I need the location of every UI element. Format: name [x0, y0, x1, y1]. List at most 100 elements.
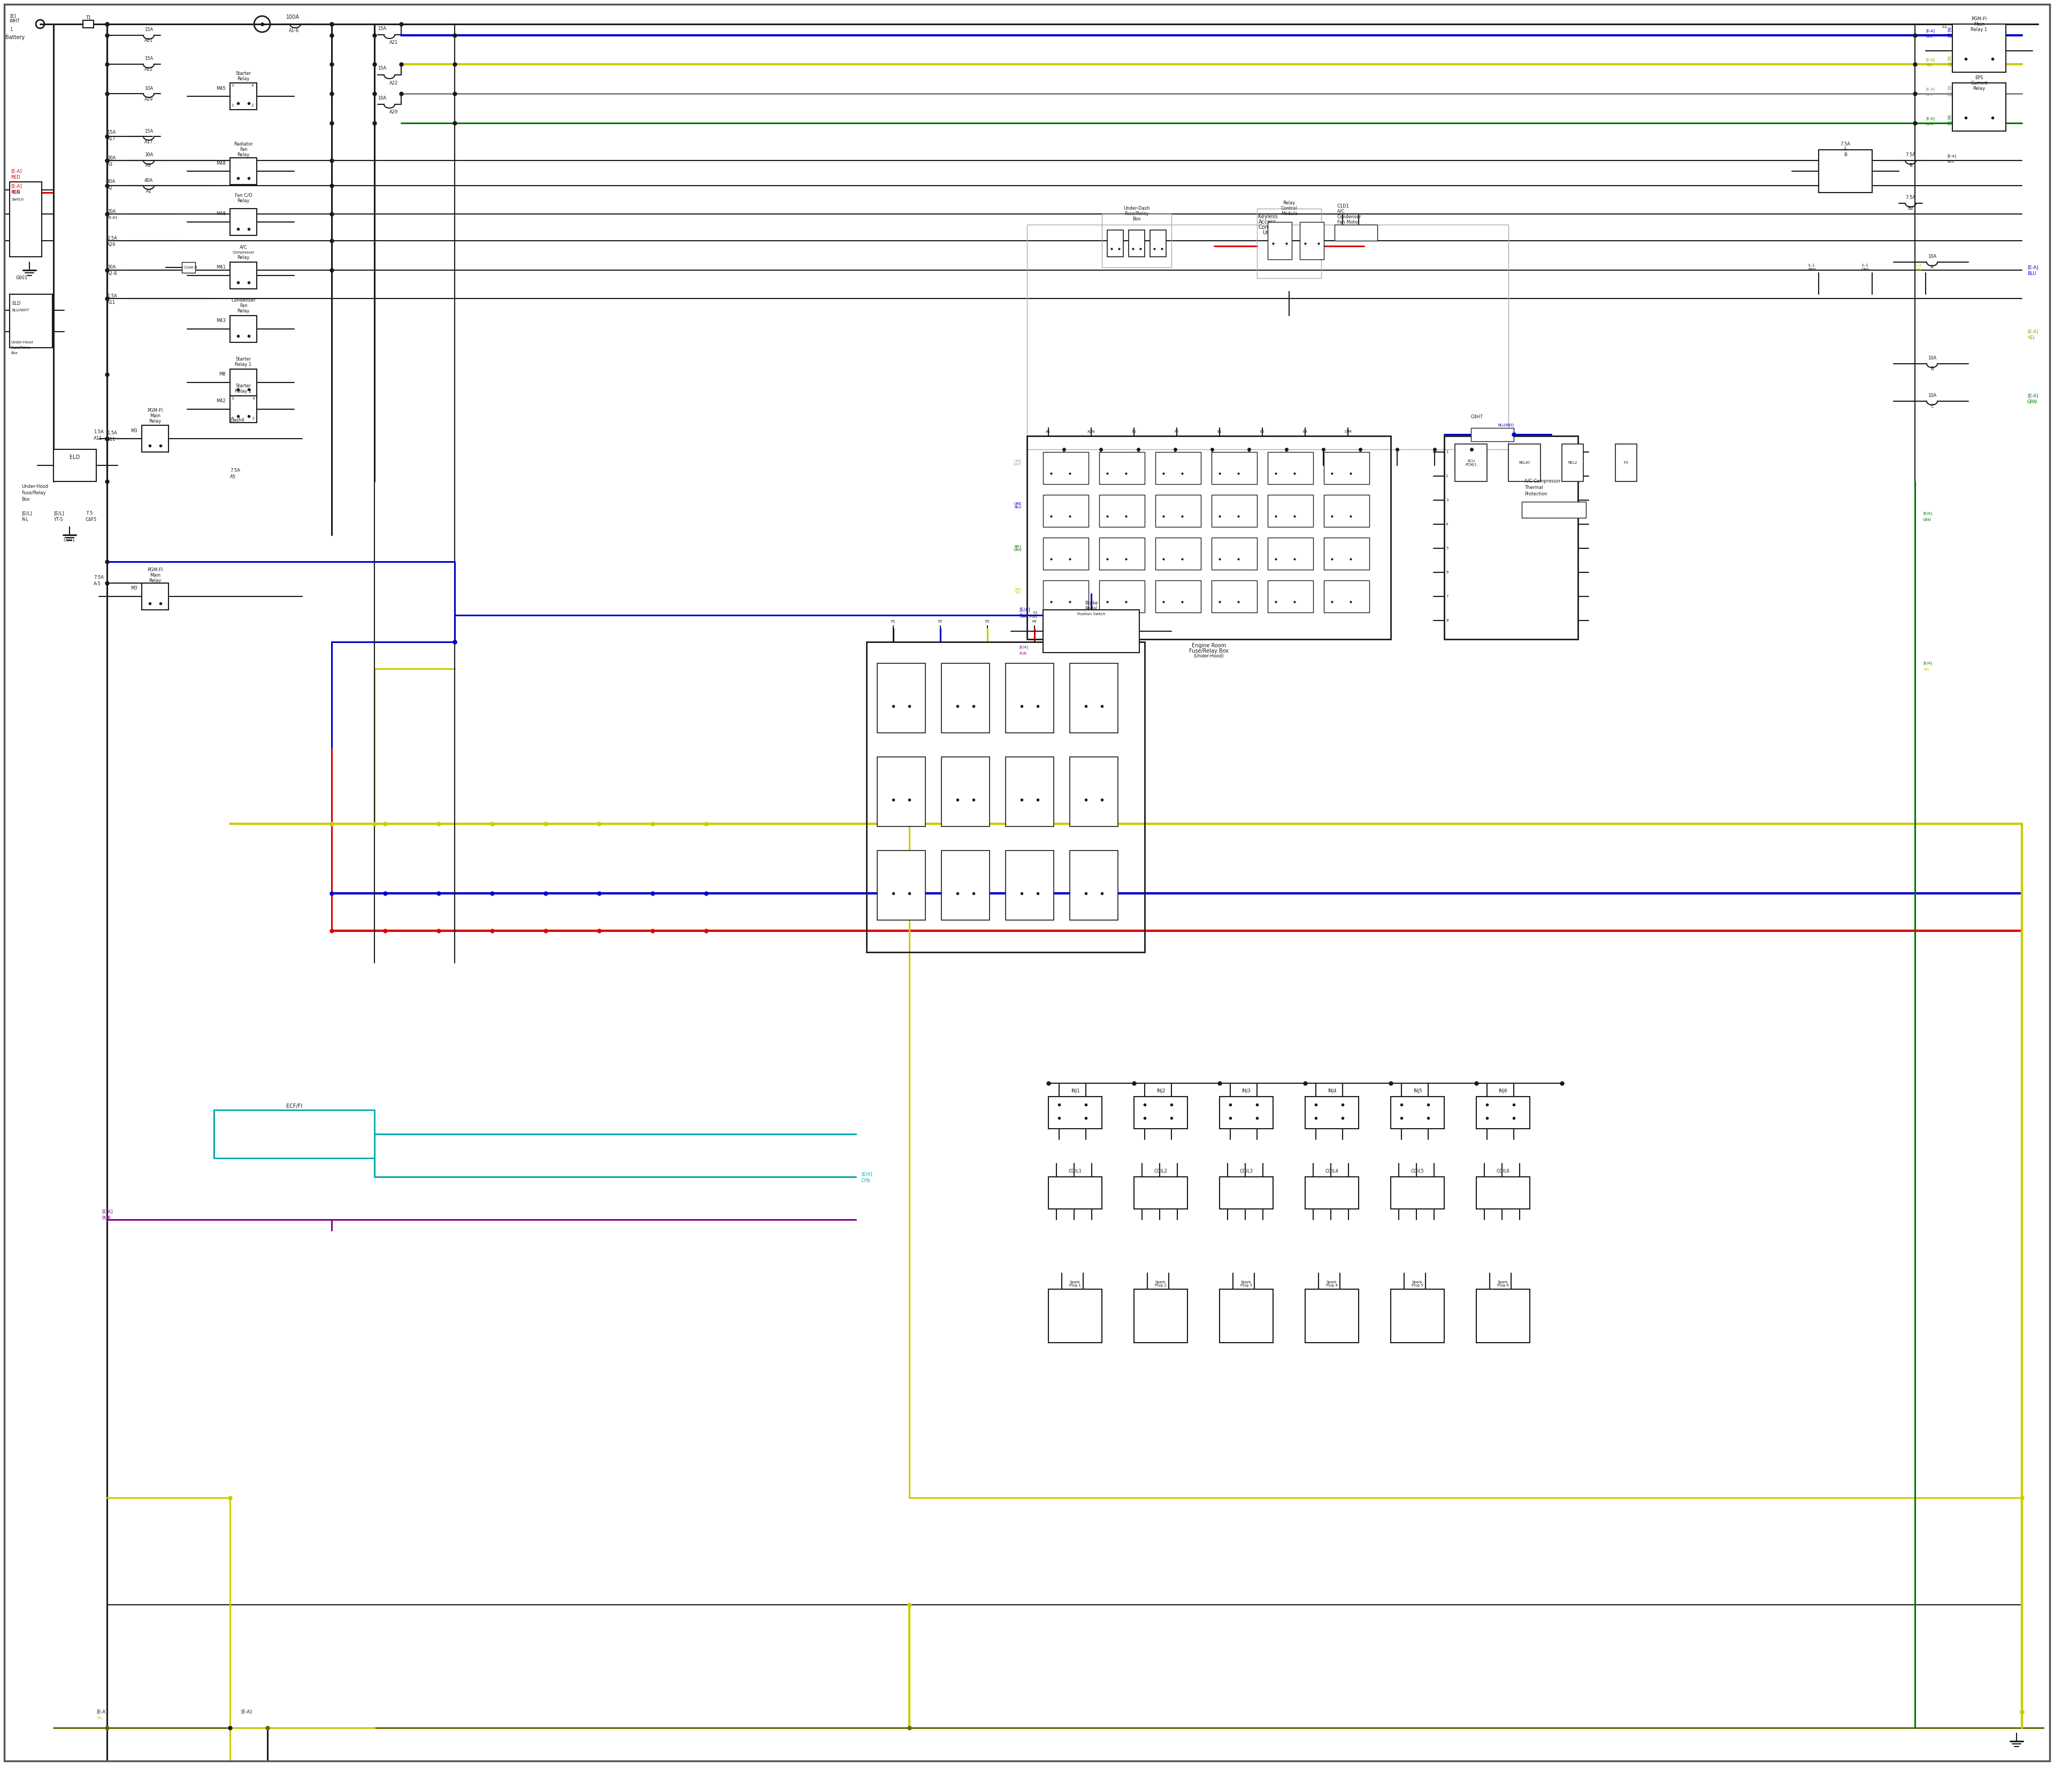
- Text: Fuse/Relay: Fuse/Relay: [1124, 211, 1148, 217]
- Text: CYN: CYN: [861, 1177, 871, 1183]
- Bar: [1154, 495, 1202, 527]
- Text: [E-A]: [E-A]: [1947, 56, 1957, 61]
- Text: 15A: 15A: [378, 66, 386, 72]
- Bar: [1099, 538, 1144, 570]
- Text: Starter: Starter: [236, 357, 251, 362]
- Text: C4F5: C4F5: [86, 518, 97, 521]
- Text: 3: 3: [230, 84, 234, 88]
- Bar: [1522, 502, 1586, 518]
- Text: A: A: [1844, 147, 1847, 152]
- Bar: [1471, 428, 1514, 441]
- Text: Main: Main: [150, 414, 160, 418]
- Text: 1.5A: 1.5A: [107, 294, 117, 297]
- Bar: [877, 756, 926, 826]
- Text: R-L: R-L: [21, 518, 29, 521]
- Text: BLU: BLU: [1927, 34, 1933, 38]
- Text: A22: A22: [144, 66, 154, 72]
- Bar: [1257, 208, 1321, 278]
- Text: [E/L]: [E/L]: [53, 511, 64, 516]
- Text: INJ4: INJ4: [1327, 1090, 1337, 1093]
- Bar: [1212, 538, 1257, 570]
- Text: [E-A]: [E-A]: [1947, 27, 1957, 32]
- Bar: [1048, 1177, 1101, 1210]
- Text: Radiator: Radiator: [234, 142, 253, 147]
- Bar: [1150, 229, 1167, 256]
- Bar: [1304, 1288, 1358, 1342]
- Text: 1: 1: [1446, 450, 1448, 453]
- Text: 2: 2: [251, 104, 255, 108]
- Bar: [1154, 581, 1202, 613]
- Text: T1: T1: [86, 16, 90, 20]
- Text: Relay 1: Relay 1: [234, 362, 253, 367]
- Bar: [1304, 1177, 1358, 1210]
- Bar: [1070, 663, 1117, 733]
- Bar: [1953, 23, 2007, 72]
- Bar: [230, 82, 257, 109]
- Text: 10A: 10A: [378, 95, 386, 100]
- Text: Fan Motor: Fan Motor: [1337, 220, 1360, 224]
- Text: Fuse/Relay Box: Fuse/Relay Box: [1189, 649, 1228, 654]
- Text: Relay: Relay: [148, 419, 162, 423]
- Text: Switch: Switch: [12, 197, 25, 201]
- Text: M48: M48: [216, 161, 226, 165]
- Text: A17: A17: [107, 136, 115, 142]
- Text: A: A: [1931, 265, 1933, 271]
- Text: M3: M3: [131, 586, 138, 591]
- Text: Fuse/Relay: Fuse/Relay: [10, 346, 31, 349]
- Text: [E-A]: [E-A]: [2027, 265, 2038, 271]
- Text: INJ5: INJ5: [1413, 1090, 1421, 1093]
- Text: Compressor: Compressor: [232, 251, 255, 254]
- Text: IL-B
YEL: IL-B YEL: [1914, 263, 1923, 271]
- Text: P5: P5: [1078, 620, 1085, 624]
- Text: Current: Current: [1970, 81, 1988, 86]
- Bar: [1006, 851, 1054, 919]
- Text: M8: M8: [220, 373, 226, 376]
- Text: 4: 4: [253, 396, 255, 400]
- Text: [E/A]: [E/A]: [1923, 513, 1933, 516]
- Text: IL-1
ORN: IL-1 ORN: [1861, 263, 1869, 271]
- Text: E3: E3: [1302, 430, 1308, 434]
- Text: F2: F2: [1175, 430, 1179, 434]
- Text: Relay: Relay: [236, 77, 251, 81]
- Bar: [1099, 452, 1144, 484]
- Text: BLU/RED: BLU/RED: [1497, 423, 1514, 426]
- Text: YEL: YEL: [97, 1717, 103, 1720]
- Bar: [230, 396, 257, 423]
- Text: 1: 1: [230, 104, 234, 108]
- Text: M43: M43: [216, 319, 226, 323]
- Text: A22: A22: [390, 81, 398, 86]
- Bar: [1220, 1097, 1273, 1129]
- Text: A3: A3: [146, 163, 152, 168]
- Text: F2
f=1,Puls: F2 f=1,Puls: [1023, 611, 1037, 618]
- Text: Box: Box: [1132, 217, 1140, 222]
- Bar: [1325, 538, 1370, 570]
- Text: Pedal: Pedal: [1085, 606, 1097, 611]
- Text: [E-A]: [E-A]: [1947, 115, 1957, 120]
- Text: Box: Box: [10, 351, 18, 355]
- Text: Spark
Plug 5: Spark Plug 5: [1411, 1279, 1423, 1287]
- Bar: [1048, 1097, 1101, 1129]
- Bar: [877, 851, 926, 919]
- Text: A5: A5: [230, 475, 236, 480]
- Bar: [1818, 151, 1871, 192]
- Text: INJ2: INJ2: [1156, 1090, 1165, 1093]
- Text: A1-6: A1-6: [290, 29, 300, 34]
- Text: 2.5A: 2.5A: [107, 235, 117, 240]
- Text: Thermal: Thermal: [1524, 486, 1543, 491]
- Text: Spark
Plug 2: Spark Plug 2: [1154, 1279, 1167, 1287]
- Bar: [1212, 581, 1257, 613]
- Text: IL-1
BRN: IL-1 BRN: [1808, 263, 1816, 271]
- Text: Module: Module: [1282, 211, 1298, 217]
- Text: [E-A]: [E-A]: [97, 1710, 107, 1715]
- Text: 7.5A: 7.5A: [94, 575, 105, 581]
- Text: P6: P6: [1126, 620, 1132, 624]
- Text: Under-Hood: Under-Hood: [21, 484, 47, 489]
- Text: INJ3: INJ3: [1243, 1090, 1251, 1093]
- Text: BLU/WHT: BLU/WHT: [12, 308, 29, 312]
- Text: D-M: D-M: [1343, 430, 1352, 434]
- Text: EPS: EPS: [1976, 75, 1984, 81]
- Text: 10A: 10A: [1929, 394, 1937, 398]
- Text: A1: A1: [1045, 430, 1052, 434]
- Text: 8: 8: [1446, 618, 1448, 622]
- Text: Code B: Code B: [185, 265, 197, 269]
